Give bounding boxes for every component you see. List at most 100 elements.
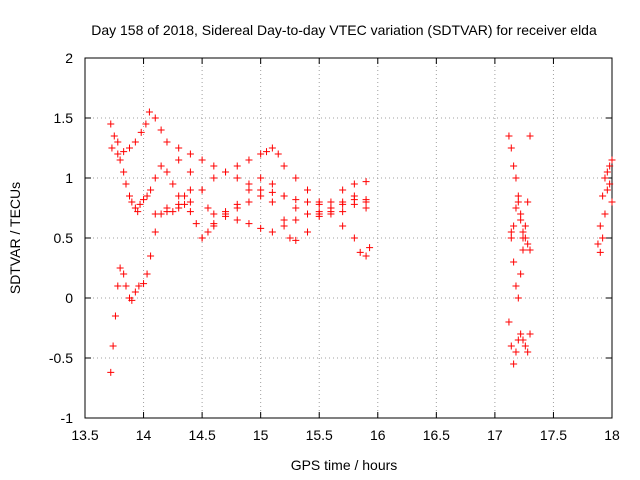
y-axis-label: SDTVAR / TECUs [7, 182, 23, 294]
data-point [137, 128, 145, 136]
data-point [222, 210, 230, 218]
data-point [280, 192, 288, 200]
data-point [505, 132, 513, 140]
data-point [315, 198, 323, 206]
data-point [596, 222, 604, 230]
data-point [233, 174, 241, 182]
data-points [107, 108, 616, 376]
data-point [116, 264, 124, 272]
data-point [608, 198, 616, 206]
data-point [362, 178, 370, 186]
data-point [507, 228, 515, 236]
data-point [327, 198, 335, 206]
data-point [147, 186, 155, 194]
data-point [292, 236, 300, 244]
data-point [608, 156, 616, 164]
data-point [131, 288, 139, 296]
data-point [163, 208, 171, 216]
x-tick-label: 16 [370, 427, 386, 443]
data-point [514, 294, 522, 302]
data-point [512, 174, 520, 182]
data-point [339, 186, 347, 194]
y-tick-label: 0.5 [54, 230, 74, 246]
data-point [510, 222, 518, 230]
data-point [110, 132, 118, 140]
data-point [292, 196, 300, 204]
data-point [362, 252, 370, 260]
data-point [521, 342, 529, 350]
data-point [601, 210, 609, 218]
axis-ticks [84, 57, 613, 419]
data-point [304, 198, 312, 206]
data-point [519, 246, 527, 254]
data-point [198, 156, 206, 164]
data-point [192, 220, 200, 228]
data-point [362, 196, 370, 204]
data-point [210, 210, 218, 218]
y-tick-label: -1 [61, 410, 74, 426]
data-point [280, 216, 288, 224]
data-point [263, 148, 271, 156]
data-point [292, 174, 300, 182]
data-point [366, 244, 374, 252]
data-point [606, 162, 614, 170]
data-point [122, 282, 130, 290]
x-tick-label: 14.5 [188, 427, 215, 443]
data-point [233, 216, 241, 224]
data-point [181, 200, 189, 208]
y-tick-label: 1 [65, 170, 73, 186]
data-point [268, 188, 276, 196]
data-point [109, 342, 117, 350]
data-point [128, 198, 136, 206]
data-point [512, 348, 520, 356]
data-point [603, 186, 611, 194]
tick-labels: 13.5 14 14.5 15 15.5 16 16.5 17 17.5 18 -1 -0.5 0 0.5… [49, 50, 620, 443]
data-point [507, 342, 515, 350]
data-point [204, 228, 212, 236]
data-point [280, 162, 288, 170]
data-point [599, 234, 607, 242]
grid-lines [85, 58, 612, 418]
data-point [108, 144, 116, 152]
data-point [268, 198, 276, 206]
data-point [151, 228, 159, 236]
data-point [507, 144, 515, 152]
data-point [181, 192, 189, 200]
data-point [514, 192, 522, 200]
data-point [356, 248, 364, 256]
data-point [519, 234, 527, 242]
data-point [175, 156, 183, 164]
data-point [257, 150, 265, 158]
data-point [186, 168, 194, 176]
x-tick-label: 14 [136, 427, 152, 443]
data-point [304, 228, 312, 236]
data-point [350, 196, 358, 204]
data-point [606, 180, 614, 188]
x-tick-label: 15 [253, 427, 269, 443]
x-tick-label: 17 [487, 427, 503, 443]
data-point [198, 234, 206, 242]
data-point [599, 192, 607, 200]
data-point [517, 330, 525, 338]
x-tick-label: 15.5 [306, 427, 333, 443]
data-point [350, 234, 358, 242]
data-point [257, 224, 265, 232]
data-point [128, 296, 136, 304]
data-point [514, 198, 522, 206]
y-tick-label: -0.5 [49, 350, 73, 366]
data-point [339, 208, 347, 216]
data-point [134, 208, 142, 216]
data-point [157, 126, 165, 134]
data-point [594, 240, 602, 248]
data-point [186, 208, 194, 216]
data-point [245, 156, 253, 164]
data-point [136, 200, 144, 208]
data-point [116, 156, 124, 164]
data-point [524, 198, 532, 206]
data-point [596, 248, 604, 256]
data-point [175, 192, 183, 200]
data-point [114, 150, 122, 158]
data-point [222, 168, 230, 176]
data-point [111, 312, 119, 320]
data-point [186, 198, 194, 206]
